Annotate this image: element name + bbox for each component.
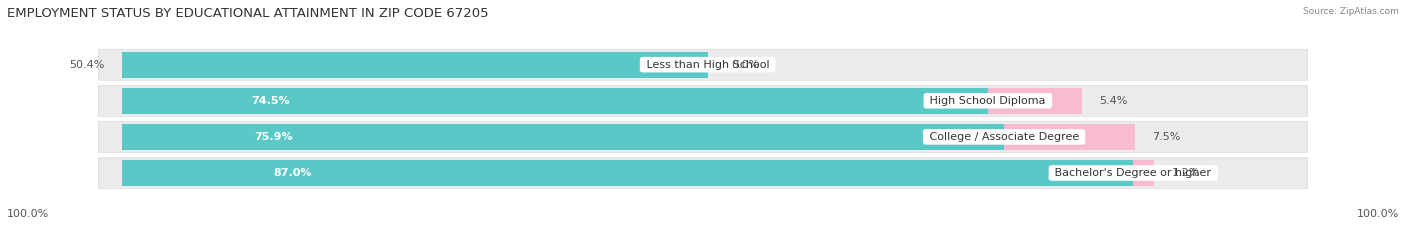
Bar <box>122 52 707 78</box>
Text: 74.5%: 74.5% <box>252 96 290 106</box>
Bar <box>1133 160 1154 186</box>
FancyBboxPatch shape <box>98 158 1308 188</box>
Text: Source: ZipAtlas.com: Source: ZipAtlas.com <box>1303 7 1399 16</box>
Text: Less than High School: Less than High School <box>643 60 773 70</box>
Text: 0.0%: 0.0% <box>731 60 759 70</box>
Bar <box>122 88 988 114</box>
Text: 87.0%: 87.0% <box>273 168 312 178</box>
Text: 100.0%: 100.0% <box>7 209 49 219</box>
Bar <box>988 88 1083 114</box>
Text: 1.2%: 1.2% <box>1171 168 1199 178</box>
Text: 100.0%: 100.0% <box>1357 209 1399 219</box>
Text: 5.4%: 5.4% <box>1099 96 1128 106</box>
FancyBboxPatch shape <box>98 49 1308 80</box>
Text: 7.5%: 7.5% <box>1153 132 1181 142</box>
Bar <box>122 124 1004 150</box>
FancyBboxPatch shape <box>98 121 1308 152</box>
FancyBboxPatch shape <box>98 85 1308 116</box>
Text: Bachelor's Degree or higher: Bachelor's Degree or higher <box>1052 168 1215 178</box>
Text: 50.4%: 50.4% <box>69 60 104 70</box>
Bar <box>122 160 1133 186</box>
Text: EMPLOYMENT STATUS BY EDUCATIONAL ATTAINMENT IN ZIP CODE 67205: EMPLOYMENT STATUS BY EDUCATIONAL ATTAINM… <box>7 7 489 20</box>
Text: College / Associate Degree: College / Associate Degree <box>925 132 1083 142</box>
Text: 75.9%: 75.9% <box>254 132 292 142</box>
Text: High School Diploma: High School Diploma <box>927 96 1049 106</box>
Bar <box>1004 124 1135 150</box>
